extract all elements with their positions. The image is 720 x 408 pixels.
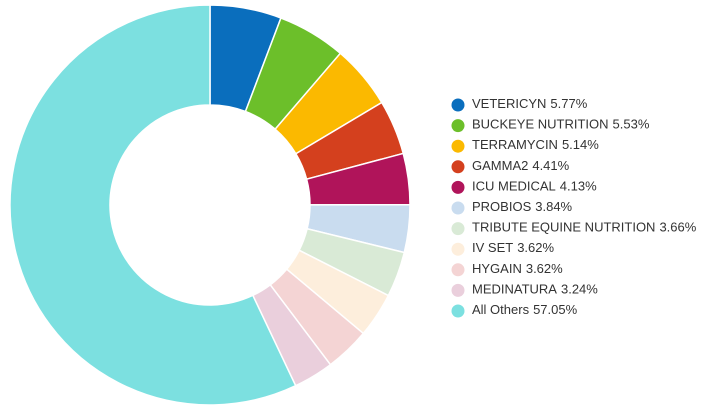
legend-value: 4.41%	[532, 158, 569, 173]
legend-label: MEDINATURA 3.24%	[472, 282, 598, 297]
legend-name: HYGAIN	[472, 261, 522, 276]
legend-name: GAMMA2	[472, 158, 528, 173]
legend-swatch	[451, 201, 465, 215]
legend-value: 3.62%	[526, 261, 563, 276]
legend-name: MEDINATURA	[472, 282, 557, 297]
legend-label: TRIBUTE EQUINE NUTRITION 3.66%	[472, 220, 697, 235]
legend-name: IV SET	[472, 241, 513, 256]
legend-swatch	[451, 283, 465, 297]
legend-label: VETERICYN 5.77%	[472, 96, 588, 111]
legend-value: 5.14%	[562, 138, 599, 153]
legend-name: TRIBUTE EQUINE NUTRITION	[472, 220, 655, 235]
legend-name: VETERICYN	[472, 96, 546, 111]
legend-swatch	[451, 98, 465, 112]
legend-swatch	[451, 304, 465, 318]
legend-name: BUCKEYE NUTRITION	[472, 117, 609, 132]
legend-value: 5.53%	[613, 117, 650, 132]
legend-value: 3.24%	[561, 282, 598, 297]
legend-label: IV SET 3.62%	[472, 241, 554, 256]
legend-label: PROBIOS 3.84%	[472, 199, 573, 214]
legend-label: ICU MEDICAL 4.13%	[472, 179, 597, 194]
legend-value: 3.66%	[659, 220, 696, 235]
legend-swatch	[451, 263, 465, 277]
legend-value: 57.05%	[533, 302, 578, 317]
legend-name: PROBIOS	[472, 199, 532, 214]
legend-name: All Others	[472, 302, 530, 317]
legend-value: 5.77%	[550, 96, 587, 111]
legend-name: ICU MEDICAL	[472, 179, 556, 194]
legend-label: All Others 57.05%	[472, 302, 578, 317]
legend-value: 3.84%	[535, 199, 572, 214]
legend-name: TERRAMYCIN	[472, 138, 558, 153]
legend-label: HYGAIN 3.62%	[472, 261, 563, 276]
legend-value: 3.62%	[517, 241, 554, 256]
legend-swatch	[451, 160, 465, 174]
legend-swatch	[451, 242, 465, 256]
legend-swatch	[451, 222, 465, 236]
legend-label: TERRAMYCIN 5.14%	[472, 138, 599, 153]
legend-label: BUCKEYE NUTRITION 5.53%	[472, 117, 650, 132]
legend-value: 4.13%	[560, 179, 597, 194]
slice	[9, 4, 297, 406]
legend-swatch	[451, 180, 465, 194]
legend-label: GAMMA2 4.41%	[472, 158, 570, 173]
legend-swatch	[451, 119, 465, 133]
legend-swatch	[451, 139, 465, 153]
